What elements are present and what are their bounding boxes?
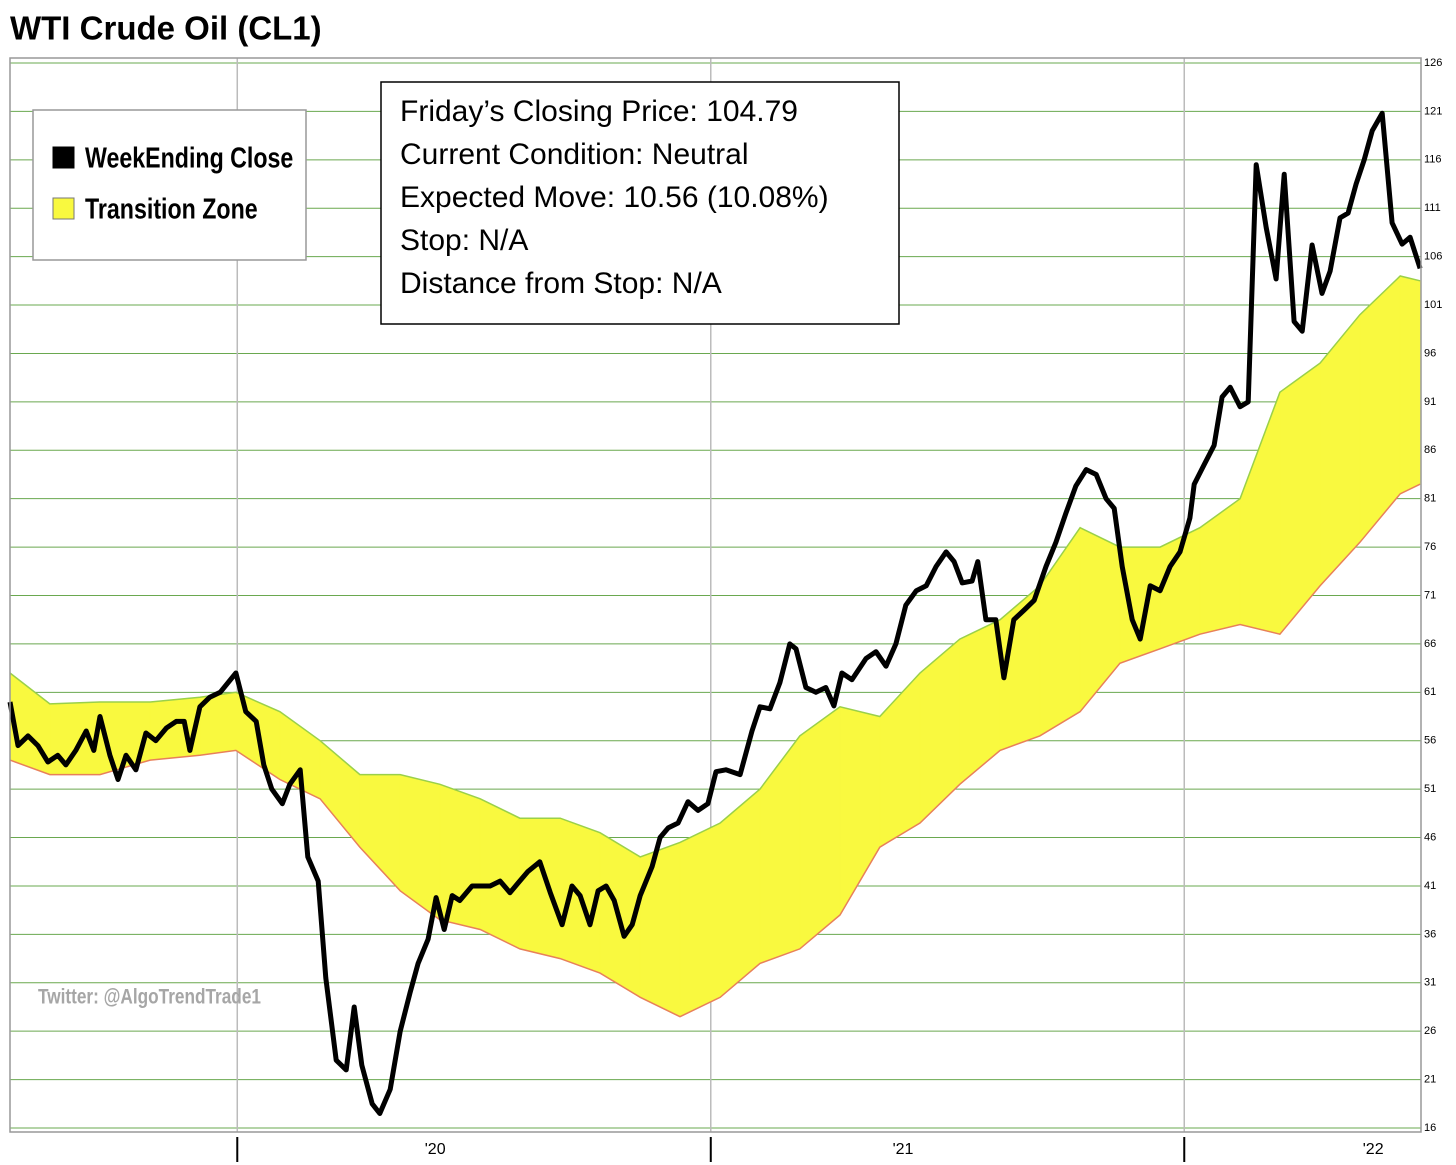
info-frame — [380, 81, 900, 325]
y-tick-label: 96 — [1424, 347, 1436, 359]
y-tick-label: 76 — [1424, 541, 1436, 553]
x-tick-label: '21 — [893, 1141, 914, 1158]
info-line: Expected Move: 10.56 (10.08%) — [400, 181, 829, 214]
y-tick-label: 126 — [1424, 57, 1442, 69]
band-segment — [479, 798, 521, 950]
band-segment — [679, 822, 721, 1018]
y-tick-label: 16 — [1424, 1122, 1436, 1134]
legend-swatch — [52, 146, 75, 169]
info-line: Stop: N/A — [400, 224, 528, 257]
chart-title: WTI Crude Oil (CL1) — [10, 10, 322, 47]
watermark: Twitter: @AlgoTrendTrade1 — [38, 986, 261, 1009]
y-tick-label: 91 — [1424, 396, 1436, 408]
x-tick-label: '20 — [425, 1141, 446, 1158]
legend: WeekEnding Close Transition Zone — [32, 109, 307, 261]
y-tick-label: 66 — [1424, 638, 1436, 650]
y-tick-label: 111 — [1424, 202, 1441, 214]
close-line — [7, 110, 1423, 1116]
plot-area — [7, 58, 1423, 1132]
plot-frame — [9, 57, 1422, 1133]
info-box: Friday’s Closing Price: 104.79 Current C… — [380, 81, 900, 325]
y-tick-label: 71 — [1424, 589, 1436, 601]
info-line: Distance from Stop: N/A — [400, 267, 722, 300]
band-upper-edge — [9, 275, 1421, 858]
legend-label: Transition Zone — [85, 192, 258, 225]
y-tick-label: 116 — [1424, 154, 1442, 166]
band-segment — [799, 706, 841, 950]
y-tick-label: 121 — [1424, 105, 1442, 117]
x-tick-label: '22 — [1363, 1141, 1384, 1158]
y-tick-label: 106 — [1424, 251, 1442, 263]
y-tick-label: 26 — [1424, 1025, 1436, 1037]
band-lower-edge — [9, 483, 1421, 1018]
y-tick-label: 61 — [1424, 686, 1436, 698]
legend-swatch — [52, 197, 75, 220]
legend-box — [32, 109, 307, 261]
band-segment — [49, 701, 101, 776]
info-line: Current Condition: Neutral — [400, 138, 749, 171]
y-tick-label: 86 — [1424, 444, 1436, 456]
y-tick-label: 51 — [1424, 783, 1436, 795]
y-tick-label: 36 — [1424, 928, 1436, 940]
legend-label: WeekEnding Close — [85, 141, 293, 174]
band-segment — [519, 817, 561, 960]
y-tick-label: 21 — [1424, 1073, 1436, 1085]
y-tick-label: 31 — [1424, 977, 1436, 989]
band-segment — [439, 783, 481, 931]
band-segment — [639, 841, 681, 1018]
band-segment — [1119, 546, 1161, 664]
info-line: Friday’s Closing Price: 104.79 — [400, 95, 798, 128]
band-segment — [719, 788, 761, 999]
y-tick-label: 41 — [1424, 880, 1436, 892]
y-tick-label: 101 — [1424, 299, 1442, 311]
y-tick-label: 46 — [1424, 831, 1436, 843]
y-tick-label: 56 — [1424, 735, 1436, 747]
y-tick-label: 81 — [1424, 493, 1436, 505]
band-segment — [1399, 275, 1421, 495]
